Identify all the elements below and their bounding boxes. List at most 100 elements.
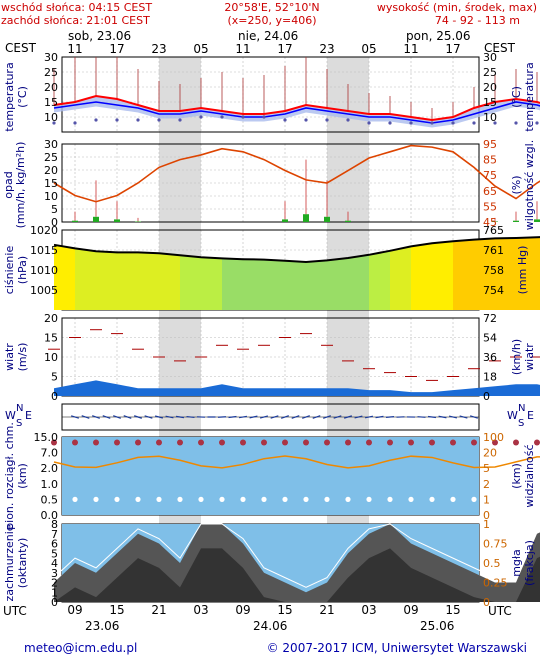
vis-unit-left: (km) — [16, 463, 29, 489]
cloud-base-point — [534, 439, 540, 446]
y-tick-label: 25 — [483, 66, 497, 79]
y-tick-label: 0 — [483, 509, 490, 522]
cloud-base-point — [324, 439, 330, 446]
wind-label-left: wiatr — [3, 343, 16, 371]
dew-point-point — [409, 121, 413, 125]
visibility-point — [345, 496, 351, 502]
y-tick-label: 8 — [51, 518, 58, 531]
visibility-point — [219, 496, 225, 502]
cloud-unit-right: mgła — [510, 549, 523, 577]
y-tick-label: 20 — [44, 312, 58, 325]
wind-direction-arrow — [438, 415, 447, 419]
top-time-axis: CEST CEST sob, 23.06 nie, 24.06 pon, 25.… — [5, 29, 516, 56]
cloud-base-point — [471, 439, 477, 446]
pressure-fill — [306, 260, 327, 310]
y-tick-label: 1010 — [30, 264, 58, 277]
dir-s-right: S — [518, 418, 524, 429]
y-tick-label: 20 — [44, 81, 58, 94]
dew-point-point — [283, 118, 287, 122]
wind-direction-arrow — [217, 416, 227, 418]
footer-email[interactable]: meteo@icm.edu.pl — [24, 641, 137, 655]
cloud-base-point — [114, 439, 120, 446]
pressure-fill — [516, 237, 537, 310]
y-tick-label: 15 — [44, 177, 58, 190]
temp-label-right: temperatura — [523, 62, 536, 131]
cloud-label-right: (frakcja) — [523, 540, 536, 586]
pres-unit-left: (hPa) — [16, 256, 29, 284]
pressure-fill — [201, 257, 222, 310]
wind-direction-arrow — [354, 415, 363, 419]
cloud-base-point — [93, 439, 99, 446]
y-tick-label: 7 — [51, 528, 58, 541]
y-tick-label: 0.0 — [41, 509, 59, 522]
dew-point-point — [514, 121, 518, 125]
day-label-1: sob, 23.06 — [68, 29, 131, 43]
wind-direction-arrow — [175, 415, 185, 419]
dir-w-left: W — [5, 409, 16, 422]
bottom-hour-label: 09 — [67, 603, 82, 617]
cloud-base-point — [366, 439, 372, 446]
wind-direction-arrow — [281, 415, 289, 419]
y-tick-label: 1 — [483, 493, 490, 506]
bottom-hour-label: 15 — [109, 603, 124, 617]
dew-point-point — [73, 121, 77, 125]
wind-label-right: wiatr — [523, 343, 536, 371]
wind-direction-arrow — [92, 415, 100, 419]
dew-point-point — [304, 118, 308, 122]
sunset-text: zachód słońca: 21:01 CEST — [1, 14, 150, 27]
y-tick-label: 2 — [51, 577, 58, 590]
wind-direction-arrow — [459, 415, 468, 419]
wind-direction-arrow — [113, 415, 121, 419]
y-tick-label: 55 — [483, 200, 497, 213]
wind-direction-arrow — [123, 415, 132, 419]
elevation-values: 74 - 92 - 113 m — [435, 14, 520, 27]
temperature-panel: 30 25 20 15 10 30 25 20 15 10 — [44, 51, 540, 128]
y-tick-label: 5 — [51, 371, 58, 384]
cloud-base-point — [345, 439, 351, 446]
wind-direction-arrow — [165, 415, 174, 419]
visibility-point — [513, 496, 519, 502]
day-label-2: nie, 24.06 — [238, 29, 298, 43]
visibility-point — [429, 496, 435, 502]
coords-text: 20°58'E, 52°10'N — [224, 1, 319, 14]
visibility-point — [93, 496, 99, 502]
pressure-fill — [264, 259, 285, 310]
y-tick-label: 45 — [483, 216, 497, 229]
pressure-fill — [327, 258, 348, 310]
wind-direction-arrow — [385, 416, 395, 418]
tz-left-bottom: UTC — [3, 604, 27, 618]
wind-direction-arrow — [259, 415, 269, 419]
cloud-base-point — [282, 439, 288, 446]
wind-direction-arrow — [375, 415, 384, 419]
tz-right-top: CEST — [484, 41, 516, 55]
bottom-hour-label: 09 — [235, 603, 250, 617]
pressure-fill — [138, 252, 159, 310]
visibility-point — [534, 496, 540, 502]
y-tick-label: 7.0 — [41, 447, 59, 460]
top-hour-label: 17 — [109, 42, 124, 56]
dew-point-point — [178, 118, 182, 122]
cloud-base-point — [219, 439, 225, 446]
precip-bar — [324, 216, 330, 222]
wind-direction-arrow — [448, 415, 458, 419]
cloud-unit-left: (oktanty) — [16, 538, 29, 589]
visibility-point — [156, 496, 162, 502]
visibility-point — [51, 496, 57, 502]
y-tick-label: 1 — [483, 518, 490, 531]
y-tick-label: 1.0 — [41, 478, 59, 491]
y-tick-label: 3 — [51, 567, 58, 580]
visibility-point — [450, 496, 456, 502]
y-tick-label: 15 — [44, 96, 58, 109]
dew-point-point — [346, 118, 350, 122]
day-label-3: pon, 25.06 — [406, 29, 471, 43]
pressure-fill — [96, 251, 117, 310]
precip-bar — [114, 219, 120, 222]
bottom-hour-label: 21 — [151, 603, 166, 617]
cloud-base-point — [135, 439, 141, 446]
dew-point-point — [157, 118, 161, 122]
dew-point-point — [199, 115, 203, 119]
precip-bar — [534, 219, 540, 222]
visibility-point — [282, 496, 288, 502]
wind-direction-arrow — [134, 415, 142, 419]
